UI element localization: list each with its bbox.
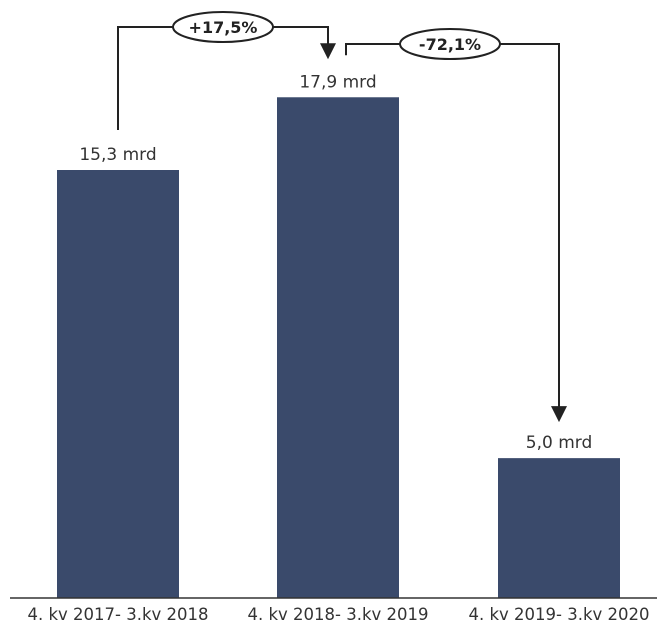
change-arrowhead-1: [320, 43, 336, 60]
bars-group: [57, 97, 620, 598]
change-badge-1: [172, 11, 274, 43]
value-label-3: 5,0 mrd: [526, 433, 592, 453]
category-label-3: 4. kv 2019- 3.kv 2020: [468, 605, 649, 624]
change-badge-2: [399, 28, 501, 60]
bar-1: [57, 170, 179, 598]
change-annotations-group: +17,5% -72,1%: [117, 11, 567, 423]
bar-2: [277, 97, 399, 598]
change-label-1: +17,5%: [189, 18, 258, 37]
category-label-2: 4. kv 2018- 3.kv 2019: [247, 605, 428, 624]
category-labels-group: 4. kv 2017- 3.kv 2018 4. kv 2018- 3.kv 20…: [27, 605, 649, 624]
bar-3: [498, 458, 620, 598]
value-label-2: 17,9 mrd: [299, 72, 376, 92]
category-label-1: 4. kv 2017- 3.kv 2018: [27, 605, 208, 624]
change-label-2: -72,1%: [419, 35, 481, 54]
change-arrowhead-2: [551, 406, 567, 423]
value-labels-group: 15,3 mrd 17,9 mrd 5,0 mrd: [79, 72, 592, 453]
value-label-1: 15,3 mrd: [79, 145, 156, 165]
